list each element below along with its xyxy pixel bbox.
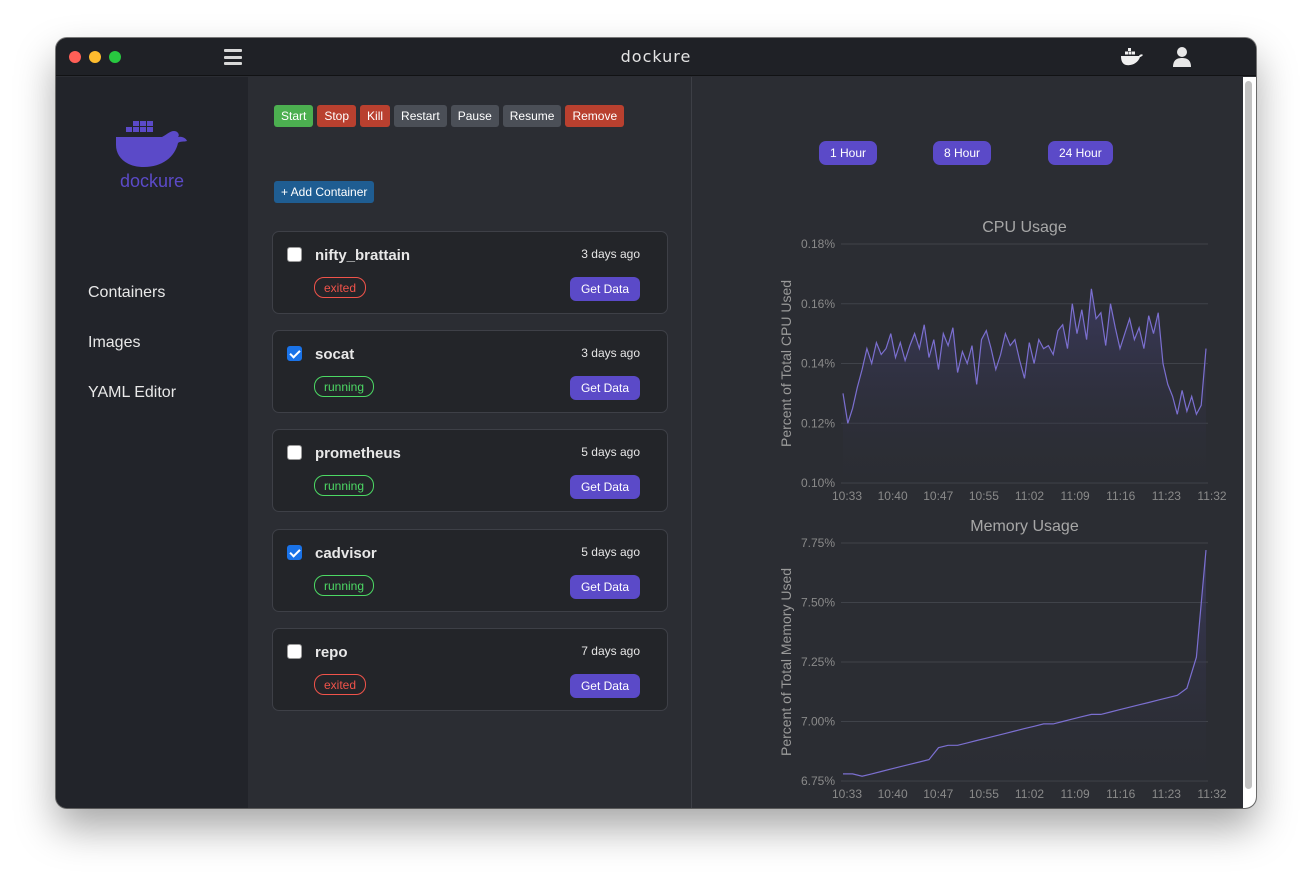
remove-button[interactable]: Remove xyxy=(565,105,625,127)
restart-button[interactable]: Restart xyxy=(394,105,447,127)
y-tick-label: 0.16% xyxy=(801,297,835,311)
menu-icon[interactable] xyxy=(224,49,242,65)
x-tick-label: 10:40 xyxy=(878,787,908,801)
y-axis-label: Percent of Total Memory Used xyxy=(778,568,794,756)
get-data-button[interactable]: Get Data xyxy=(569,277,640,301)
series-area xyxy=(843,550,1206,781)
containers-panel: Start Stop Kill Restart Pause Resume Rem… xyxy=(248,77,692,808)
app-window: dockure dockure Containers Images YAML E… xyxy=(56,38,1256,808)
y-tick-label: 7.00% xyxy=(801,715,835,729)
get-data-button[interactable]: Get Data xyxy=(569,674,640,698)
container-checkbox[interactable] xyxy=(287,545,302,560)
x-tick-label: 10:40 xyxy=(878,489,908,503)
status-badge: running xyxy=(314,475,375,496)
container-name: repo xyxy=(315,644,348,661)
x-tick-label: 11:23 xyxy=(1152,787,1181,801)
x-tick-label: 10:55 xyxy=(969,787,999,801)
y-tick-label: 0.14% xyxy=(801,357,835,371)
container-created-time: 7 days ago xyxy=(581,644,640,658)
stop-button[interactable]: Stop xyxy=(317,105,357,127)
sidebar-item-images[interactable]: Images xyxy=(88,334,141,351)
x-tick-label: 10:33 xyxy=(832,787,862,801)
container-name: nifty_brattain xyxy=(315,247,411,264)
resume-button[interactable]: Resume xyxy=(502,105,562,127)
maximize-window-button[interactable] xyxy=(109,51,121,63)
sidebar-item-yaml-editor[interactable]: YAML Editor xyxy=(88,384,177,401)
x-tick-label: 11:09 xyxy=(1061,489,1090,503)
y-tick-label: 7.25% xyxy=(801,655,835,669)
container-created-time: 5 days ago xyxy=(581,445,640,459)
status-badge: running xyxy=(314,376,375,397)
container-checkbox[interactable] xyxy=(287,445,302,460)
x-tick-label: 11:23 xyxy=(1152,489,1181,503)
x-tick-label: 11:16 xyxy=(1106,787,1135,801)
start-button[interactable]: Start xyxy=(274,105,314,127)
add-container-button[interactable]: + Add Container xyxy=(274,181,375,203)
pause-button[interactable]: Pause xyxy=(450,105,499,127)
series-line xyxy=(843,550,1207,777)
container-created-time: 5 days ago xyxy=(581,545,640,559)
cpu-usage-chart: CPU Usage Percent of Total CPU Used 0.18% 0… xyxy=(778,219,1227,503)
chart-title: CPU Usage xyxy=(982,219,1067,236)
x-tick-label: 10:55 xyxy=(969,489,999,503)
status-badge: exited xyxy=(314,277,367,298)
x-tick-label: 10:47 xyxy=(923,489,953,503)
range-1-hour-button[interactable]: 1 Hour xyxy=(819,141,878,165)
x-tick-label: 11:02 xyxy=(1015,489,1044,503)
range-8-hour-button[interactable]: 8 Hour xyxy=(933,141,992,165)
minimize-window-button[interactable] xyxy=(89,51,101,63)
get-data-button[interactable]: Get Data xyxy=(569,475,640,499)
x-tick-label: 10:47 xyxy=(923,787,953,801)
container-checkbox[interactable] xyxy=(287,346,302,361)
sidebar: dockure Containers Images YAML Editor xyxy=(56,77,248,808)
status-badge: running xyxy=(314,575,375,596)
chart-title: Memory Usage xyxy=(970,518,1079,535)
container-actions-toolbar: Start Stop Kill Restart Pause Resume Rem… xyxy=(274,105,625,127)
x-tick-label: 11:09 xyxy=(1061,787,1090,801)
container-name: cadvisor xyxy=(315,545,377,562)
logo-text: dockure xyxy=(120,171,184,191)
container-card: cadvisor 5 days ago running Get Data xyxy=(272,529,668,612)
series-line xyxy=(842,288,1207,424)
title-bar: dockure xyxy=(56,38,1256,76)
container-created-time: 3 days ago xyxy=(581,346,640,360)
app-title: dockure xyxy=(620,47,692,66)
dockure-logo: dockure xyxy=(116,121,187,191)
y-tick-label: 7.50% xyxy=(801,596,835,610)
y-tick-label: 0.10% xyxy=(801,476,835,490)
container-name: prometheus xyxy=(315,445,401,462)
get-data-button[interactable]: Get Data xyxy=(569,575,640,599)
user-profile-icon[interactable] xyxy=(1172,46,1192,68)
status-badge: exited xyxy=(314,674,367,695)
get-data-button[interactable]: Get Data xyxy=(569,376,640,400)
sidebar-item-containers[interactable]: Containers xyxy=(88,284,166,301)
container-created-time: 3 days ago xyxy=(581,247,640,261)
x-tick-label: 11:02 xyxy=(1015,787,1044,801)
x-tick-label: 11:32 xyxy=(1197,787,1226,801)
container-card: nifty_brattain 3 days ago exited Get Dat… xyxy=(272,231,668,314)
series-area xyxy=(843,288,1206,483)
container-checkbox[interactable] xyxy=(287,644,302,659)
close-window-button[interactable] xyxy=(69,51,81,63)
x-tick-label: 11:16 xyxy=(1106,489,1135,503)
y-tick-label: 0.18% xyxy=(801,237,835,251)
range-24-hour-button[interactable]: 24 Hour xyxy=(1048,141,1113,165)
container-name: socat xyxy=(315,346,355,363)
container-card: repo 7 days ago exited Get Data xyxy=(272,628,668,711)
y-tick-label: 0.12% xyxy=(801,416,835,430)
memory-usage-chart: Memory Usage Percent of Total Memory Used… xyxy=(778,518,1227,801)
x-tick-label: 10:33 xyxy=(832,489,862,503)
y-tick-label: 7.75% xyxy=(801,536,835,550)
scrollbar-thumb[interactable] xyxy=(1245,81,1252,789)
x-tick-label: 11:32 xyxy=(1197,489,1226,503)
container-card: prometheus 5 days ago running Get Data xyxy=(272,429,668,512)
kill-button[interactable]: Kill xyxy=(360,105,391,127)
container-card: socat 3 days ago running Get Data xyxy=(272,330,668,413)
docker-whale-icon[interactable] xyxy=(1119,46,1145,68)
y-axis-label: Percent of Total CPU Used xyxy=(778,280,794,447)
y-tick-label: 6.75% xyxy=(801,774,835,788)
metrics-panel: 1 Hour 8 Hour 24 Hour CPU Usage Percent o… xyxy=(693,77,1256,808)
container-checkbox[interactable] xyxy=(287,247,302,262)
